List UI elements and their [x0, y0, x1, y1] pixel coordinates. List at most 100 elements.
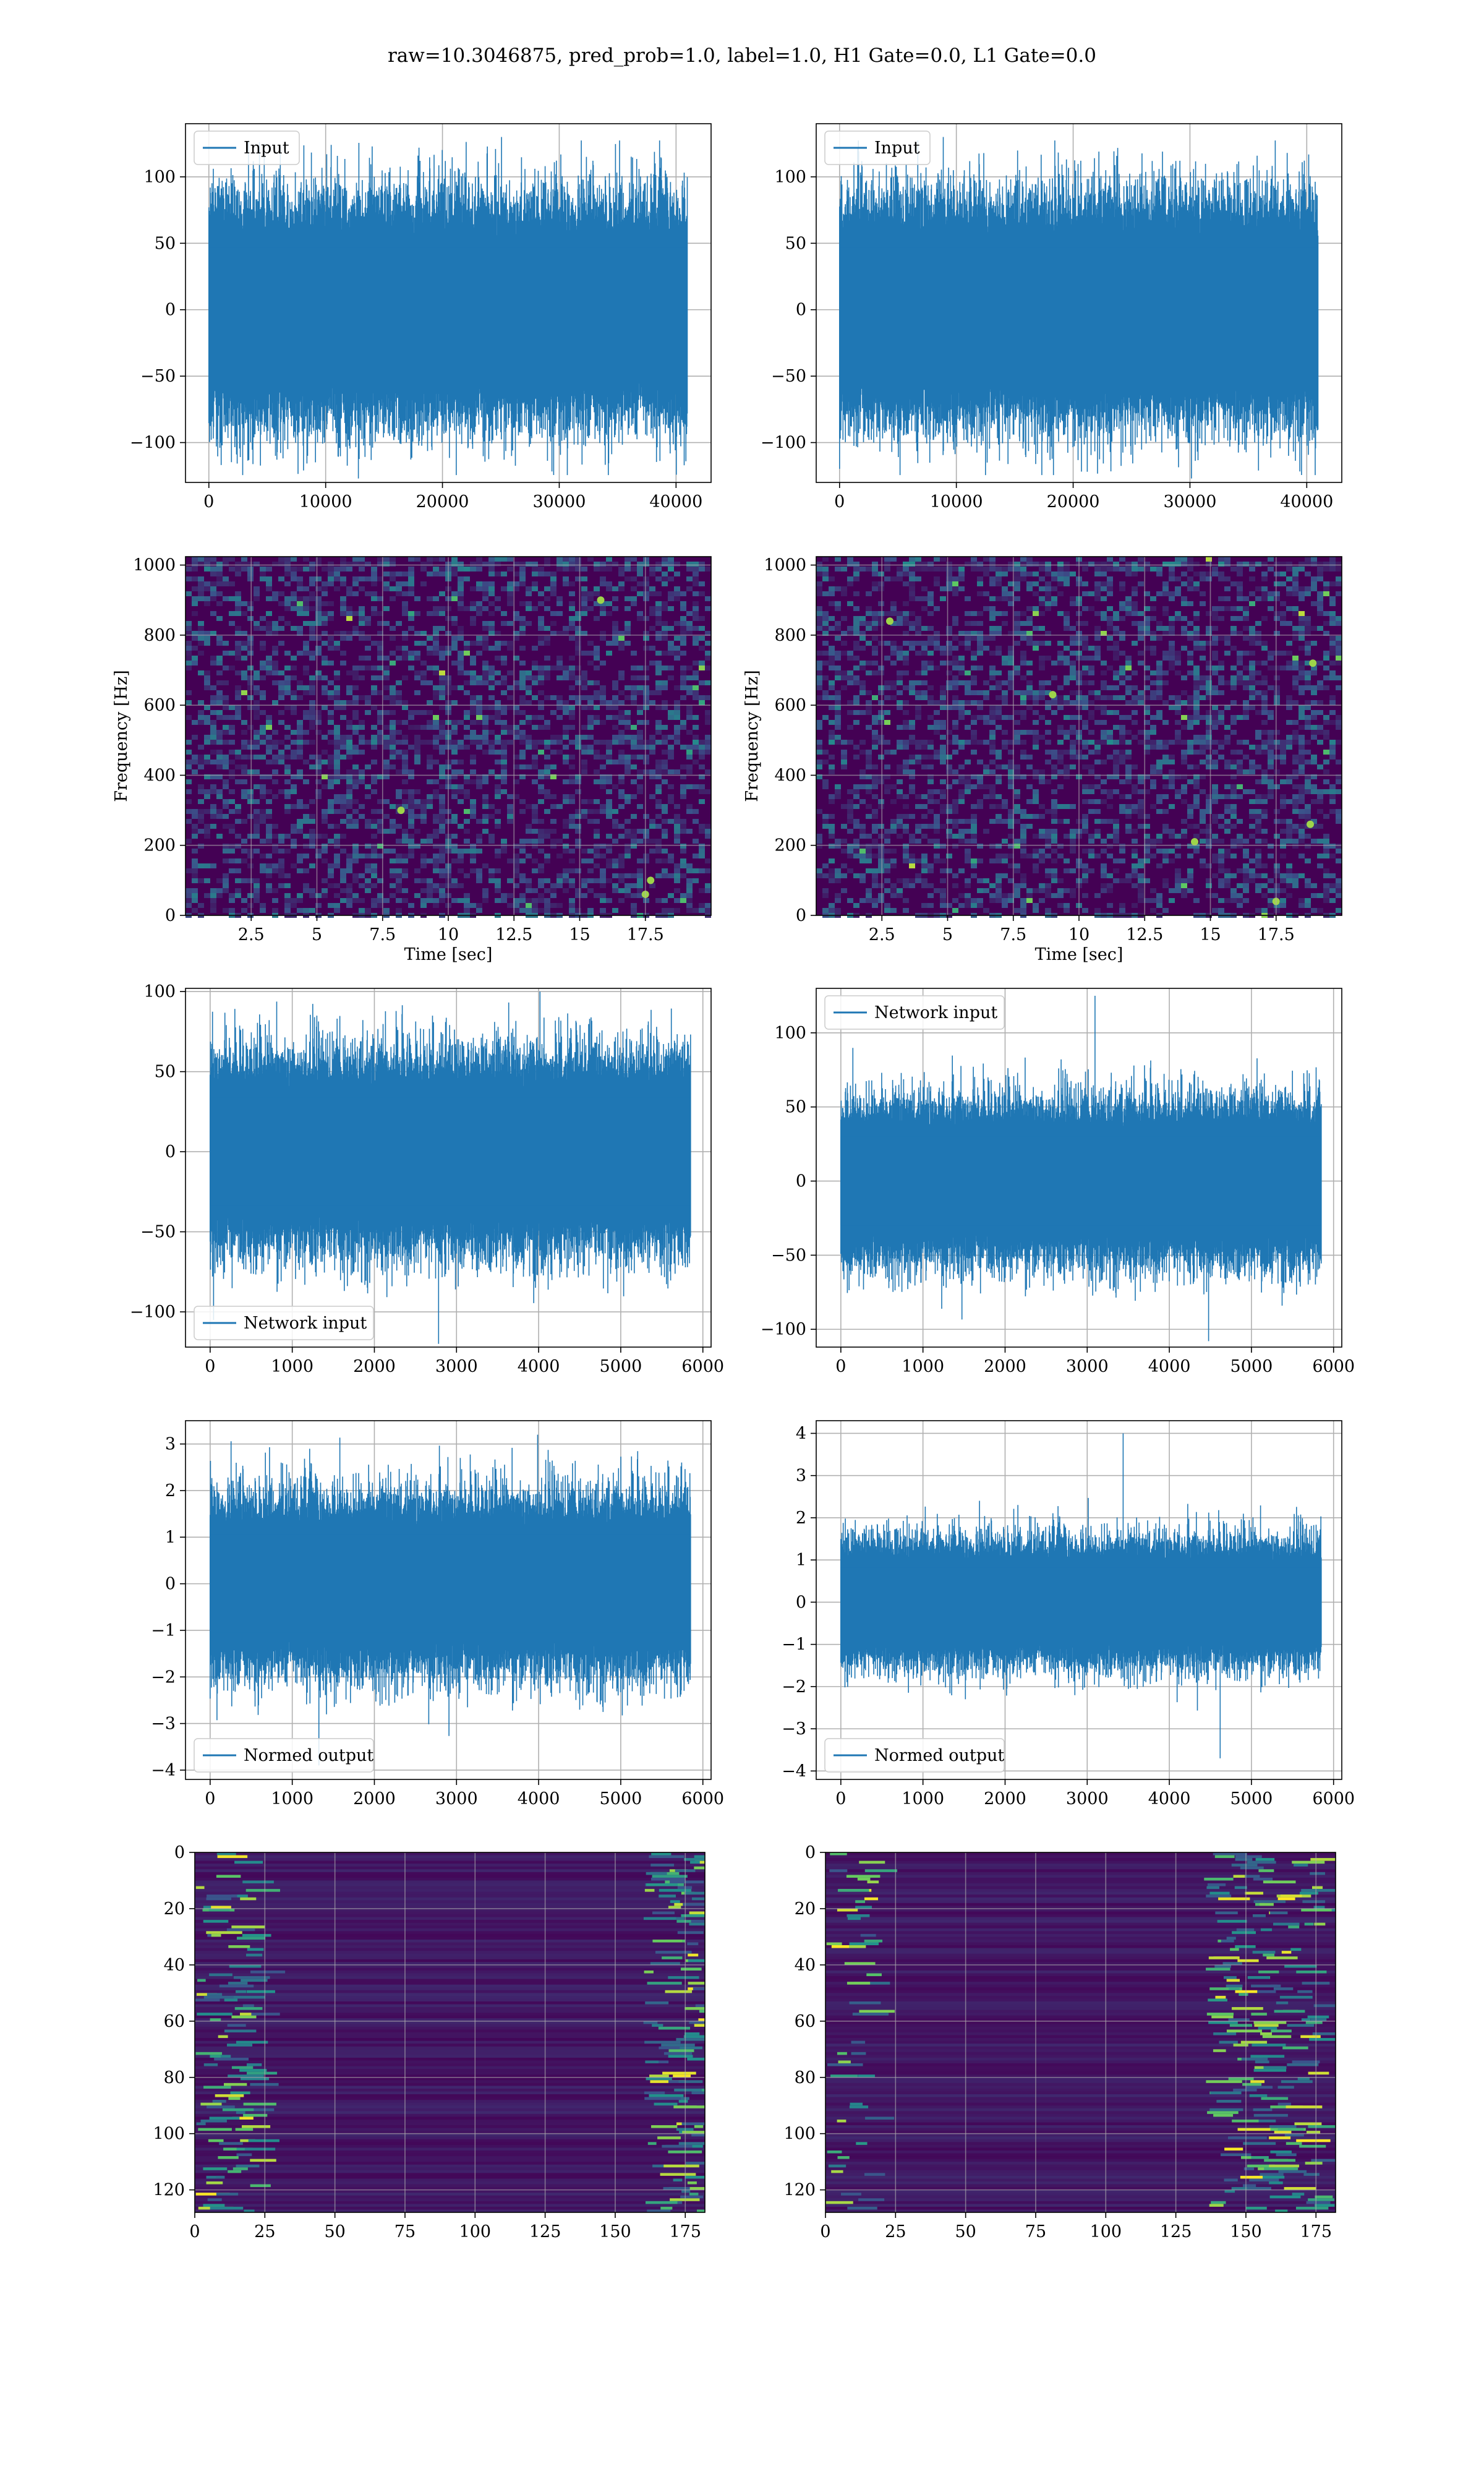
heatmap-cell	[1274, 571, 1280, 576]
heatmap-cell	[884, 789, 890, 794]
heatmap-cell	[229, 849, 235, 854]
heatmap-cell	[476, 720, 482, 725]
heatmap-cell	[186, 779, 192, 784]
heatmap-cell	[575, 893, 581, 898]
heatmap-cell	[890, 611, 897, 616]
heatmap-cell	[414, 804, 420, 809]
heatmap-cell	[427, 666, 433, 670]
heatmap-cell	[266, 735, 272, 740]
heatmap-cell	[563, 675, 569, 680]
heatmap-cell	[414, 799, 420, 804]
heatmap-cell	[482, 675, 488, 680]
heatmap-cell	[241, 779, 247, 784]
heatmap-cell	[587, 849, 594, 854]
x-tick-label: 30000	[532, 492, 586, 511]
heatmap-cell	[1070, 596, 1076, 601]
heatmap-cell	[322, 685, 328, 690]
heatmap-cell	[662, 601, 668, 606]
heatmap-cell	[1008, 740, 1014, 745]
heatmap-cell	[958, 567, 965, 571]
heatmap-cell	[1082, 789, 1088, 794]
heatmap-cell	[816, 680, 822, 685]
heatmap-cell	[346, 690, 352, 695]
heatmap-cell	[649, 567, 655, 571]
heatmap-cell	[1212, 656, 1218, 661]
heatmap-cell	[495, 878, 501, 883]
heatmap-cell	[334, 641, 340, 646]
heatmap-cell	[1212, 641, 1218, 646]
heatmap-cell	[1175, 730, 1181, 735]
heatmap-cell	[513, 730, 519, 735]
heatmap-cell	[952, 779, 958, 784]
heatmap-cell	[569, 666, 575, 670]
heatmap-cell	[829, 666, 835, 670]
heatmap-cell	[952, 567, 958, 571]
heatmap-cell	[1057, 641, 1064, 646]
heatmap-cell	[402, 750, 408, 755]
heatmap-cell	[575, 695, 581, 700]
heatmap-cell	[563, 557, 569, 562]
heatmap-cell	[1026, 631, 1033, 636]
heatmap-cell	[1113, 670, 1119, 675]
heatmap-cell	[352, 873, 359, 878]
heatmap-cell	[254, 824, 260, 829]
heatmap-cell	[1230, 760, 1237, 764]
heatmap-cell	[927, 725, 934, 730]
heatmap-cell	[1261, 680, 1268, 685]
heatmap-cell	[1014, 764, 1020, 769]
heatmap-cell	[439, 794, 445, 799]
heatmap-cell	[235, 571, 241, 576]
heatmap-cell	[1026, 586, 1033, 591]
heatmap-cell	[921, 626, 927, 631]
heatmap-cell	[1162, 745, 1169, 750]
heatmap-cell	[495, 571, 501, 576]
heatmap-cell	[556, 631, 563, 636]
heatmap-cell	[186, 631, 192, 636]
heatmap-cell	[965, 779, 971, 784]
heatmap-cell	[699, 740, 705, 745]
heatmap-cell	[210, 567, 216, 571]
heatmap-cell	[1014, 576, 1020, 581]
heatmap-cell	[1305, 680, 1311, 685]
heatmap-cell	[1329, 809, 1336, 814]
heatmap-cell	[649, 819, 655, 824]
heatmap-cell	[859, 769, 866, 774]
heatmap-cell	[451, 784, 458, 789]
heatmap-cell	[563, 844, 569, 849]
heatmap-cell	[996, 576, 1002, 581]
heatmap-cell	[1200, 774, 1206, 779]
heatmap-cell	[346, 794, 352, 799]
heatmap-cell	[309, 725, 315, 730]
heatmap-cell	[501, 705, 507, 710]
heatmap-cell	[328, 755, 334, 760]
heatmap-cell	[952, 621, 958, 626]
heatmap-cell	[1274, 581, 1280, 586]
heatmap-cell	[618, 586, 625, 591]
heatmap-cell	[581, 725, 587, 730]
heatmap-cell	[408, 814, 414, 819]
heatmap-cell	[1014, 730, 1020, 735]
heatmap-cell	[439, 819, 445, 824]
heatmap-cell	[649, 586, 655, 591]
heatmap-cell	[408, 804, 414, 809]
heatmap-cell	[1008, 646, 1014, 651]
heatmap-cell	[383, 675, 390, 680]
heatmap-cell	[526, 903, 532, 908]
heatmap-cell	[365, 863, 371, 868]
heatmap-cell	[655, 730, 662, 735]
heatmap-cell	[1224, 725, 1230, 730]
heatmap-cell	[563, 819, 569, 824]
heatmap-cell	[272, 745, 278, 750]
heatmap-cell	[946, 576, 952, 581]
heatmap-cell	[872, 715, 878, 720]
heatmap-cell	[921, 567, 927, 571]
heatmap-cell	[625, 829, 631, 834]
y-tick-label: 50	[785, 234, 806, 253]
heatmap-cell	[1070, 725, 1076, 730]
heatmap-cell	[556, 661, 563, 666]
heatmap-cell	[1070, 636, 1076, 641]
heatmap-cell	[309, 680, 315, 685]
heatmap-cell	[1224, 804, 1230, 809]
heatmap-cell	[1311, 690, 1317, 695]
heatmap-cell	[903, 562, 909, 567]
